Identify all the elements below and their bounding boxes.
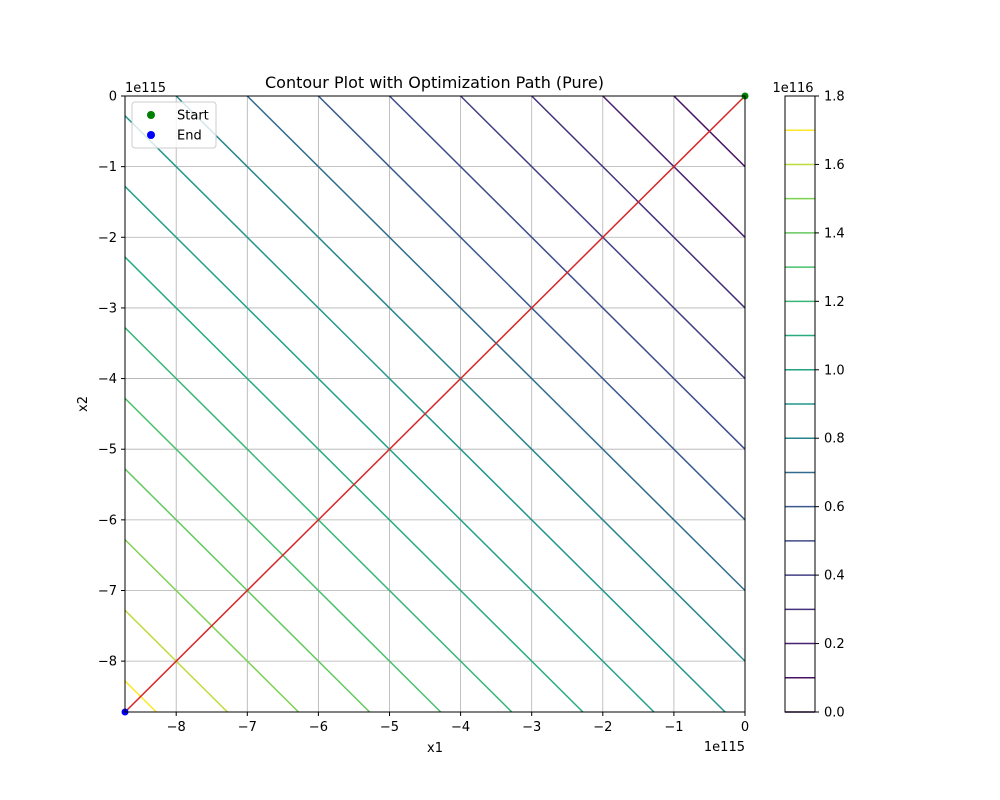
y-tick-label-8: −8	[98, 655, 117, 670]
colorbar-tick-label-8: 1.6	[824, 158, 845, 173]
x-tick-label-8: 0	[741, 720, 749, 735]
x-tick-label-7: −1	[664, 720, 683, 735]
colorbar-tick-label-7: 1.4	[824, 226, 845, 241]
y-tick-label-2: −2	[98, 231, 117, 246]
legend: Start End	[131, 101, 217, 149]
colorbar-tick-label-5: 1.0	[824, 363, 845, 378]
legend-end-marker	[147, 131, 155, 139]
x-axis-ticks: −8 −7 −6 −5 −4 −3 −2 −1 0	[167, 712, 749, 735]
colorbar-tick-label-9: 1.8	[824, 90, 845, 105]
colorbar-ticks: 0.0 0.2 0.4 0.6 0.8 1.0 1.2 1.4 1.6 1.8	[815, 90, 845, 721]
legend-start-label: Start	[177, 109, 209, 124]
colorbar-offset-label: 1e116	[772, 81, 813, 96]
plot-area	[121, 92, 749, 716]
y-tick-label-7: −7	[98, 584, 117, 599]
y-axis-offset-label: 1e115	[125, 81, 166, 96]
x-tick-label-3: −5	[380, 720, 399, 735]
colorbar-tick-label-3: 0.6	[824, 500, 845, 515]
colorbar-tick-label-0: 0.0	[824, 706, 845, 721]
plot-frame	[124, 95, 746, 713]
y-axis-label: x2	[76, 396, 91, 412]
y-tick-label-3: −3	[98, 301, 117, 316]
y-tick-label-4: −4	[98, 372, 117, 387]
y-tick-label-0: 0	[109, 90, 117, 105]
x-tick-label-6: −2	[593, 720, 612, 735]
y-tick-label-5: −5	[98, 443, 117, 458]
x-tick-label-1: −7	[238, 720, 257, 735]
legend-end-label: End	[177, 129, 202, 144]
colorbar-tick-label-6: 1.2	[824, 295, 845, 310]
colorbar: 0.0 0.2 0.4 0.6 0.8 1.0 1.2 1.4 1.6 1.8 1e116	[772, 81, 844, 721]
x-tick-label-2: −6	[309, 720, 328, 735]
y-tick-label-6: −6	[98, 513, 117, 528]
chart-title: Contour Plot with Optimization Path (Pur…	[265, 73, 604, 92]
legend-start-marker	[147, 111, 155, 119]
colorbar-tick-label-4: 0.8	[824, 432, 845, 447]
x-axis-label: x1	[427, 741, 443, 756]
colorbar-frame	[784, 95, 816, 713]
x-tick-label-5: −3	[522, 720, 541, 735]
x-tick-label-4: −4	[451, 720, 470, 735]
y-axis-ticks: 0 −1 −2 −3 −4 −5 −6 −7 −8	[98, 90, 125, 670]
colorbar-tick-label-2: 0.4	[824, 569, 845, 584]
path-line	[124, 95, 746, 713]
x-axis-offset-label: 1e115	[704, 740, 745, 755]
x-tick-label-0: −8	[167, 720, 186, 735]
y-tick-label-1: −1	[98, 160, 117, 175]
colorbar-tick-label-1: 0.2	[824, 637, 845, 652]
